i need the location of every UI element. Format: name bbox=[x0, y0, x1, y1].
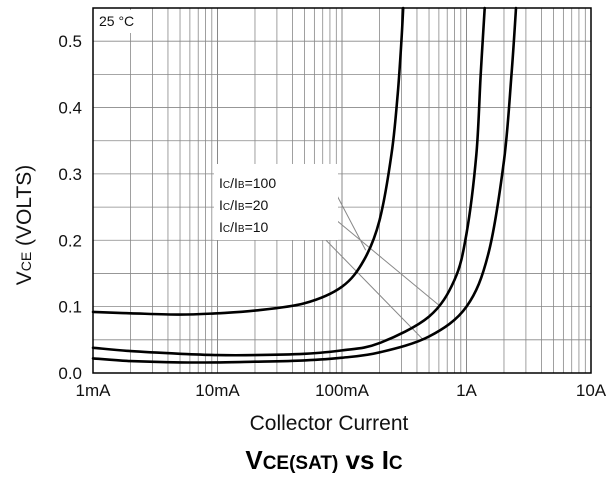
y-tick-labels: 0.0 0.1 0.2 0.3 0.4 0.5 bbox=[58, 32, 82, 383]
series-line-2 bbox=[91, 6, 518, 364]
series-group bbox=[91, 6, 518, 364]
y-axis-title: VCE (VOLTS) bbox=[13, 165, 36, 286]
x-tick-label: 1A bbox=[456, 381, 477, 400]
series-label-ic-ib-100: IC/IB=100 bbox=[219, 175, 276, 191]
series-line-0 bbox=[91, 6, 405, 316]
temperature-box bbox=[94, 10, 142, 33]
temperature-label: 25 °C bbox=[99, 13, 134, 29]
series-label-ic-ib-10: IC/IB=10 bbox=[219, 219, 269, 235]
grid bbox=[93, 8, 591, 373]
y-tick-label: 0.4 bbox=[58, 99, 82, 118]
series-line-1 bbox=[91, 6, 486, 357]
y-tick-label: 0.0 bbox=[58, 364, 82, 383]
leader-line-1 bbox=[323, 209, 441, 308]
x-tick-label: 10mA bbox=[195, 381, 240, 400]
x-tick-label: 100mA bbox=[315, 381, 370, 400]
x-axis-title: Collector Current bbox=[250, 412, 409, 435]
y-tick-label: 0.5 bbox=[58, 32, 82, 51]
chart-title: VCE(SAT) vs IC bbox=[245, 445, 403, 475]
y-tick-label: 0.1 bbox=[58, 298, 82, 317]
x-tick-label: 10A bbox=[576, 381, 607, 400]
x-tick-labels: 1mA 10mA 100mA 1A 10A bbox=[76, 381, 607, 400]
series-label-box bbox=[214, 164, 338, 240]
y-tick-label: 0.2 bbox=[58, 231, 82, 250]
plot-frame bbox=[92, 7, 592, 374]
series-label-ic-ib-20: IC/IB=20 bbox=[219, 197, 269, 213]
leader-line-2 bbox=[317, 231, 424, 341]
x-tick-label: 1mA bbox=[76, 381, 112, 400]
y-tick-label: 0.3 bbox=[58, 165, 82, 184]
